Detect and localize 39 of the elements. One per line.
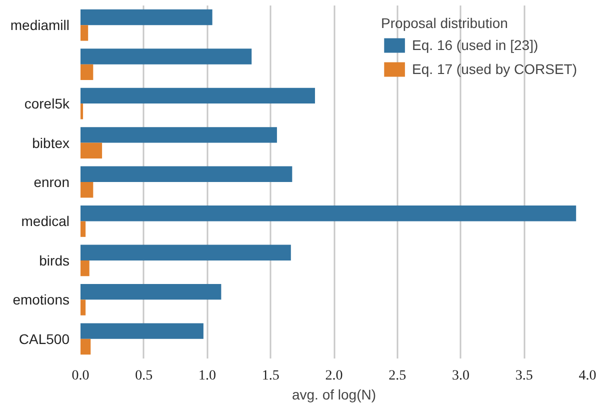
y-tick-label: emotions: [12, 292, 70, 308]
x-tick-label: 1.0: [198, 368, 216, 384]
x-tick-label: 1.5: [262, 368, 280, 384]
bar: [80, 25, 88, 41]
x-tick-label: 2.0: [325, 368, 343, 384]
y-tick-label: CAL500: [18, 330, 70, 347]
bar: [80, 206, 576, 222]
bar: [80, 323, 204, 339]
bar: [80, 300, 86, 316]
bar: [80, 88, 315, 104]
bar: [80, 244, 291, 260]
x-tick-label: 3.0: [452, 368, 470, 384]
bar: [80, 260, 90, 276]
y-tick-label: medical: [21, 213, 70, 230]
bar: [80, 48, 252, 64]
bar: [80, 9, 212, 26]
x-tick-label: 2.5: [388, 368, 406, 384]
bar: [80, 142, 102, 158]
bar: [80, 64, 94, 80]
bar: [80, 221, 86, 237]
y-tick-label: birds: [39, 252, 70, 268]
bar: [80, 338, 91, 355]
legend-title: Proposal distribution: [381, 15, 509, 31]
bar: [80, 104, 84, 120]
x-tick-label: 4.0: [578, 368, 596, 384]
bar: [80, 166, 292, 182]
y-tick-label: mediamill: [10, 17, 70, 34]
x-axis-title: avg. of log(N): [292, 386, 376, 402]
x-tick-label: 3.5: [515, 368, 533, 384]
bar: [80, 182, 94, 198]
x-tick-label: 0.5: [135, 368, 153, 384]
y-tick-label: corel5k: [24, 96, 70, 112]
bar: [80, 127, 277, 143]
y-tick-label: enron: [34, 174, 70, 190]
legend-label: Eq. 17 (used by CORSET): [412, 61, 577, 77]
y-tick-label: bibtex: [32, 134, 70, 151]
bar: [80, 284, 222, 300]
legend-label: Eq. 16 (used in [23]): [412, 37, 538, 53]
x-tick-label: 0.0: [72, 368, 90, 384]
